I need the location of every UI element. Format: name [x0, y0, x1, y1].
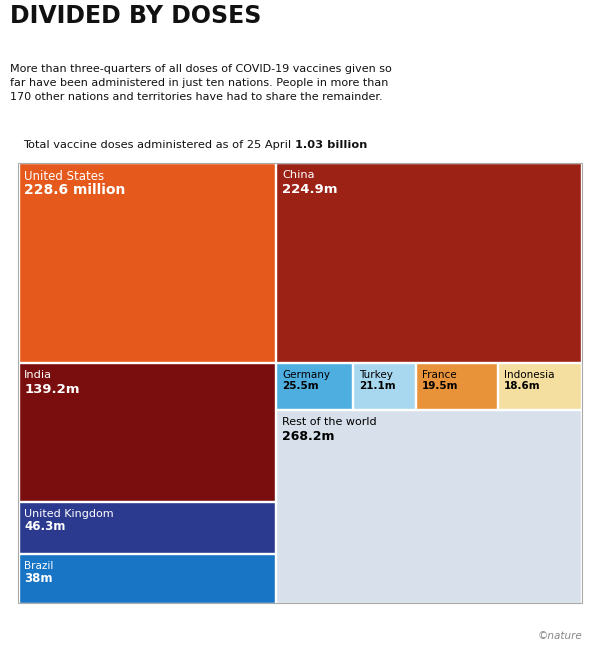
- Bar: [19, 363, 275, 501]
- Text: 268.2m: 268.2m: [282, 430, 334, 443]
- Text: 38m: 38m: [24, 572, 53, 585]
- Text: Germany: Germany: [282, 370, 330, 380]
- Text: 224.9m: 224.9m: [282, 183, 337, 196]
- Text: India: India: [24, 370, 52, 380]
- Text: 1.03 billion: 1.03 billion: [295, 140, 367, 151]
- Text: China: China: [282, 170, 314, 180]
- Text: 139.2m: 139.2m: [24, 383, 80, 396]
- Bar: [277, 363, 352, 410]
- Text: 46.3m: 46.3m: [24, 520, 65, 533]
- Text: ©nature: ©nature: [537, 631, 582, 641]
- Text: Indonesia: Indonesia: [503, 370, 554, 380]
- Text: Brazil: Brazil: [24, 561, 53, 571]
- Text: DIVIDED BY DOSES: DIVIDED BY DOSES: [10, 4, 262, 28]
- Text: More than three-quarters of all doses of COVID-19 vaccines given so
far have bee: More than three-quarters of all doses of…: [10, 65, 392, 101]
- Text: Total vaccine doses administered as of 25 April: Total vaccine doses administered as of 2…: [23, 140, 295, 151]
- Text: 25.5m: 25.5m: [282, 380, 319, 391]
- Text: 19.5m: 19.5m: [422, 380, 458, 391]
- Text: France: France: [422, 370, 457, 380]
- Bar: [416, 363, 497, 410]
- Bar: [498, 363, 581, 410]
- Bar: [19, 163, 275, 362]
- Text: 228.6 million: 228.6 million: [24, 183, 125, 197]
- Text: Turkey: Turkey: [359, 370, 392, 380]
- Bar: [277, 163, 581, 362]
- Bar: [353, 363, 415, 410]
- Text: 18.6m: 18.6m: [503, 380, 540, 391]
- Text: United Kingdom: United Kingdom: [24, 509, 114, 519]
- Bar: [19, 554, 275, 603]
- Bar: [19, 502, 275, 553]
- Text: 21.1m: 21.1m: [359, 380, 395, 391]
- Text: United States: United States: [24, 170, 104, 183]
- Bar: [277, 410, 581, 603]
- Text: Rest of the world: Rest of the world: [282, 417, 377, 427]
